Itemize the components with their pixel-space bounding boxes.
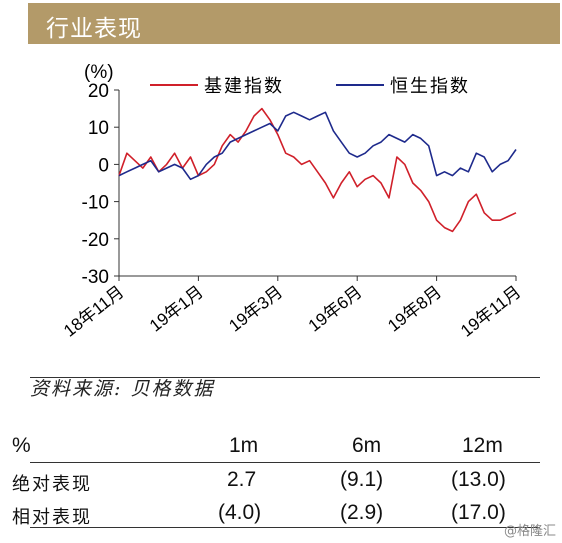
y-tick-label: -20 [82,230,109,251]
data-source: 资料来源: 贝格数据 [30,378,215,400]
table-bottom-rule [30,527,540,528]
row-value-1m: 2.7 [227,468,257,491]
table-header-rule [30,462,540,463]
row-value-6m: (2.9) [340,501,384,524]
chart-series [118,107,517,233]
x-tick-label: 18年11月 [60,282,127,340]
y-tick-label: 10 [88,118,109,139]
section-header: 行业表现 [28,3,560,44]
row-value-12m: (13.0) [451,468,506,491]
row-label: 绝对表现 [12,474,92,495]
y-tick-label: 20 [88,81,109,102]
row-label: 相对表现 [12,507,92,528]
row-value-12m: (17.0) [451,501,506,524]
legend-label: 恒生指数 [390,76,470,97]
y-axis-label: (%) [84,62,114,83]
y-tick-label: -10 [82,193,109,214]
legend-label: 基建指数 [204,76,284,97]
watermark: @格隆汇 [503,524,556,539]
x-tick-label: 19年11月 [457,282,524,340]
x-tick-label: 19年8月 [384,282,445,335]
chart-legend: 基建指数 恒生指数 [150,76,470,97]
y-tick-label: -30 [82,267,109,288]
x-tick-label: 19年6月 [305,282,366,335]
section-title: 行业表现 [46,16,142,42]
table-top-rule [30,377,540,378]
y-tick-label: 0 [98,155,109,176]
table-header-12m: 12m [462,434,503,457]
table-header-1m: 1m [229,434,259,457]
series-line [118,111,517,181]
x-tick-label: 19年1月 [146,282,207,335]
table-header-6m: 6m [352,434,382,457]
series-line [118,107,517,233]
x-tick-label: 19年3月 [225,282,286,335]
row-value-6m: (9.1) [340,468,384,491]
table-header-unit: % [12,434,31,457]
row-value-1m: (4.0) [218,501,262,524]
